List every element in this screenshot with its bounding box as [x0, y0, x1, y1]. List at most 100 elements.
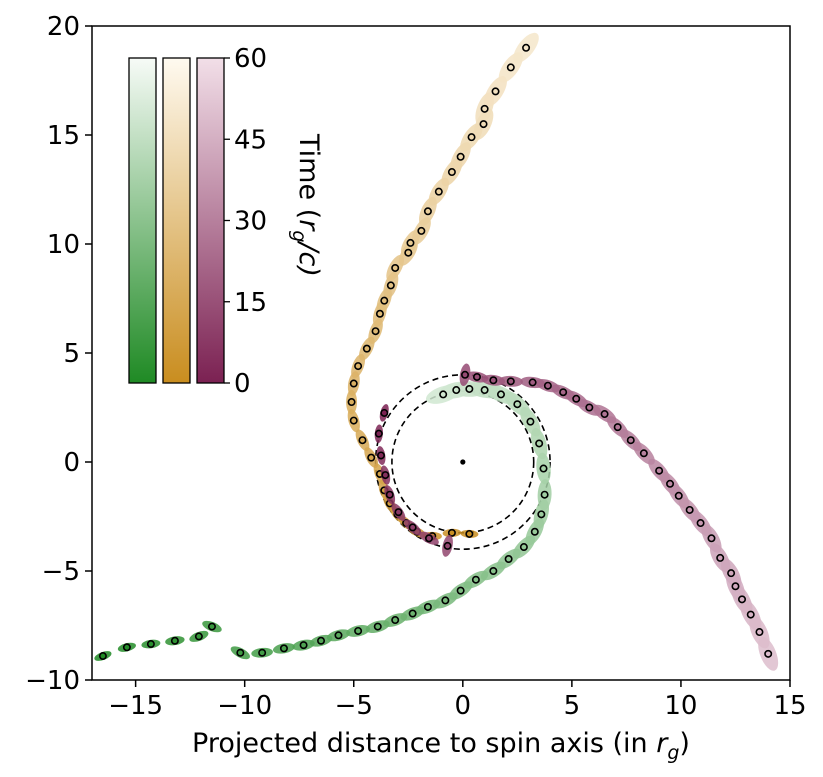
data-point: [371, 327, 380, 336]
data-point: [354, 362, 363, 371]
x-tick-label: 0: [455, 691, 472, 721]
data-point: [513, 400, 522, 409]
data-point: [299, 641, 308, 650]
data-point: [535, 439, 544, 448]
data-point: [526, 417, 535, 426]
data-point: [528, 378, 537, 387]
data-point: [716, 553, 725, 562]
colorbar-label-sub: g: [288, 230, 310, 242]
data-point: [496, 390, 505, 399]
y-tick-label: 20: [47, 12, 80, 42]
data-point: [380, 408, 389, 417]
x-tick-label: −15: [108, 691, 163, 721]
data-point: [358, 436, 367, 445]
data-point: [543, 381, 552, 390]
data-point: [375, 309, 384, 318]
data-point: [746, 610, 755, 619]
y-tick-label: 0: [63, 448, 80, 478]
data-point: [386, 281, 395, 290]
colorbar-tick-label: 15: [234, 288, 267, 318]
data-point: [98, 652, 107, 661]
data-point: [408, 609, 417, 618]
data-point: [539, 464, 548, 473]
data-point: [258, 648, 267, 657]
colorbar-purple: [196, 57, 225, 384]
data-point: [489, 566, 498, 575]
data-point: [738, 595, 747, 604]
data-point: [655, 466, 664, 475]
x-tick-label: 15: [773, 691, 806, 721]
data-point: [489, 376, 498, 385]
data-point: [367, 453, 376, 462]
data-point: [394, 508, 403, 517]
data-point: [391, 616, 400, 625]
data-point: [764, 649, 773, 658]
data-point: [755, 628, 764, 637]
data-point: [447, 528, 456, 537]
data-point: [559, 388, 568, 397]
data-point: [425, 534, 434, 543]
data-point: [731, 582, 740, 591]
data-point: [480, 386, 489, 395]
data-point: [279, 644, 288, 653]
data-point: [572, 394, 581, 403]
colorbar-tick-label: 30: [234, 207, 267, 237]
data-point: [674, 491, 683, 500]
data-point: [122, 643, 131, 652]
data-point: [456, 586, 465, 595]
data-point: [471, 575, 480, 584]
data-point: [334, 631, 343, 640]
data-point: [207, 622, 216, 631]
data-point: [170, 636, 179, 645]
data-point: [626, 436, 635, 445]
data-point: [506, 63, 515, 72]
data-point: [408, 523, 417, 532]
data-point: [391, 263, 400, 272]
data-point: [236, 648, 245, 657]
data-point: [354, 626, 363, 635]
data-point: [519, 543, 528, 552]
data-point: [349, 379, 358, 388]
data-point: [685, 505, 694, 514]
y-tick-label: 10: [47, 230, 80, 260]
colorbar-label: Time (rg/c): [288, 133, 324, 277]
colorbar-label-main: Time (: [293, 133, 324, 219]
data-point: [467, 133, 476, 142]
data-point: [600, 410, 609, 419]
data-point: [465, 529, 474, 538]
data-point: [530, 527, 539, 536]
data-point: [439, 390, 448, 399]
colorbar-label-end: /c): [293, 240, 324, 276]
data-point: [404, 248, 413, 257]
x-axis: −15 −10 −5 0 5 10 15: [108, 680, 807, 721]
data-point: [540, 490, 549, 499]
data-point: [441, 596, 450, 605]
data-point: [423, 602, 432, 611]
data-point: [385, 490, 394, 499]
x-tick-label: −5: [335, 691, 373, 721]
data-point: [406, 238, 415, 247]
data-point: [480, 104, 489, 113]
y-tick-label: 15: [47, 121, 80, 151]
data-point: [317, 636, 326, 645]
series-purple: [374, 363, 779, 671]
data-point: [639, 449, 648, 458]
data-point: [707, 534, 716, 543]
colorbar-tick-label: 60: [234, 44, 267, 74]
data-point: [696, 519, 705, 528]
data-point: [460, 370, 469, 379]
series-green: [94, 381, 552, 661]
y-axis: −10 −5 0 5 10 15 20: [25, 12, 92, 696]
data-point: [377, 451, 386, 460]
colorbar-tick-label: 0: [234, 369, 251, 399]
colorbar-label-var: r: [293, 219, 324, 232]
x-tick-label: 10: [664, 691, 697, 721]
data-point: [349, 416, 358, 425]
data-point: [666, 479, 675, 488]
data-point: [362, 344, 371, 353]
colorbar-green: [128, 57, 157, 384]
x-axis-label-end: ): [679, 728, 690, 759]
x-axis-label: Projected distance to spin axis (in rg): [192, 728, 690, 764]
data-point: [417, 226, 426, 235]
